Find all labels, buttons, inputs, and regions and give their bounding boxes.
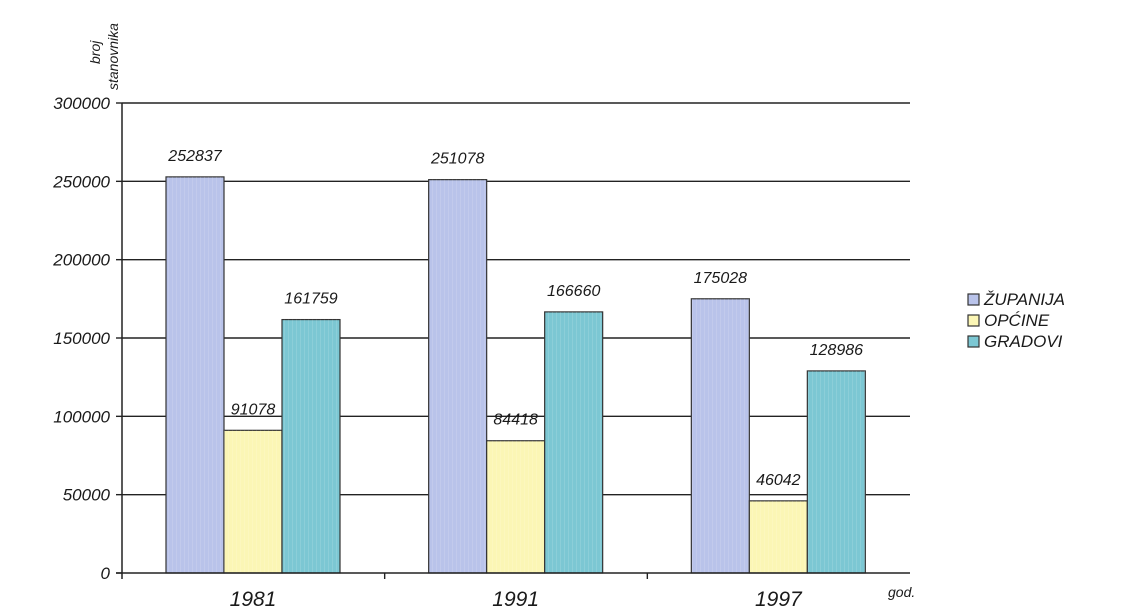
data-label: 46042: [756, 472, 801, 489]
y-axis-ticks: 0 50000 100000 150000 200000 250000 300000: [52, 94, 122, 583]
y-tick-label: 200000: [52, 251, 110, 270]
bar-texture: [544, 311, 603, 573]
data-label: 251078: [430, 151, 484, 168]
x-tick-label: 1997: [755, 588, 803, 609]
y-tick-label: 0: [101, 564, 111, 583]
y-axis-title-line-2: stanovnika: [105, 23, 121, 90]
legend-entry: OPĆINE: [984, 311, 1050, 330]
bar-texture: [486, 440, 545, 573]
y-tick-label: 100000: [53, 407, 110, 426]
legend-entry: ŽUPANIJA: [983, 290, 1065, 309]
legend: ŽUPANIJA OPĆINE GRADOVI: [967, 290, 1065, 351]
data-label: 84418: [493, 412, 538, 429]
x-axis-title: god.: [888, 584, 915, 600]
legend-swatch: [967, 335, 980, 348]
y-tick-label: 250000: [52, 172, 110, 191]
data-label: 175028: [694, 270, 747, 287]
legend-entry: GRADOVI: [984, 332, 1063, 351]
y-tick-label: 50000: [63, 486, 111, 505]
bars: [165, 176, 866, 574]
bar-texture: [691, 298, 750, 573]
gridlines: [122, 102, 910, 496]
bar-texture: [807, 370, 866, 573]
bar-texture: [166, 176, 224, 573]
x-tick-label: 1991: [492, 588, 539, 609]
data-label: 252837: [167, 148, 222, 165]
legend-swatch: [967, 314, 980, 327]
bar-texture: [749, 500, 808, 573]
data-labels: 252837 91078 161759 251078 84418 166660 175028…: [167, 148, 863, 489]
legend-swatch: [967, 293, 980, 306]
x-axis-categories: 1981 1991 1997: [230, 573, 803, 609]
bar-texture: [428, 179, 487, 573]
x-tick-label: 1981: [230, 588, 277, 609]
data-label: 91078: [231, 401, 276, 418]
data-label: 166660: [547, 283, 600, 300]
bar-texture: [224, 430, 282, 573]
y-tick-label: 300000: [53, 94, 110, 113]
axes: [116, 103, 910, 579]
data-label: 128986: [810, 342, 863, 359]
data-label: 161759: [284, 291, 337, 308]
y-axis-title-line-1: broj: [87, 40, 103, 64]
y-tick-label: 150000: [53, 329, 110, 348]
bar-texture: [282, 319, 340, 573]
